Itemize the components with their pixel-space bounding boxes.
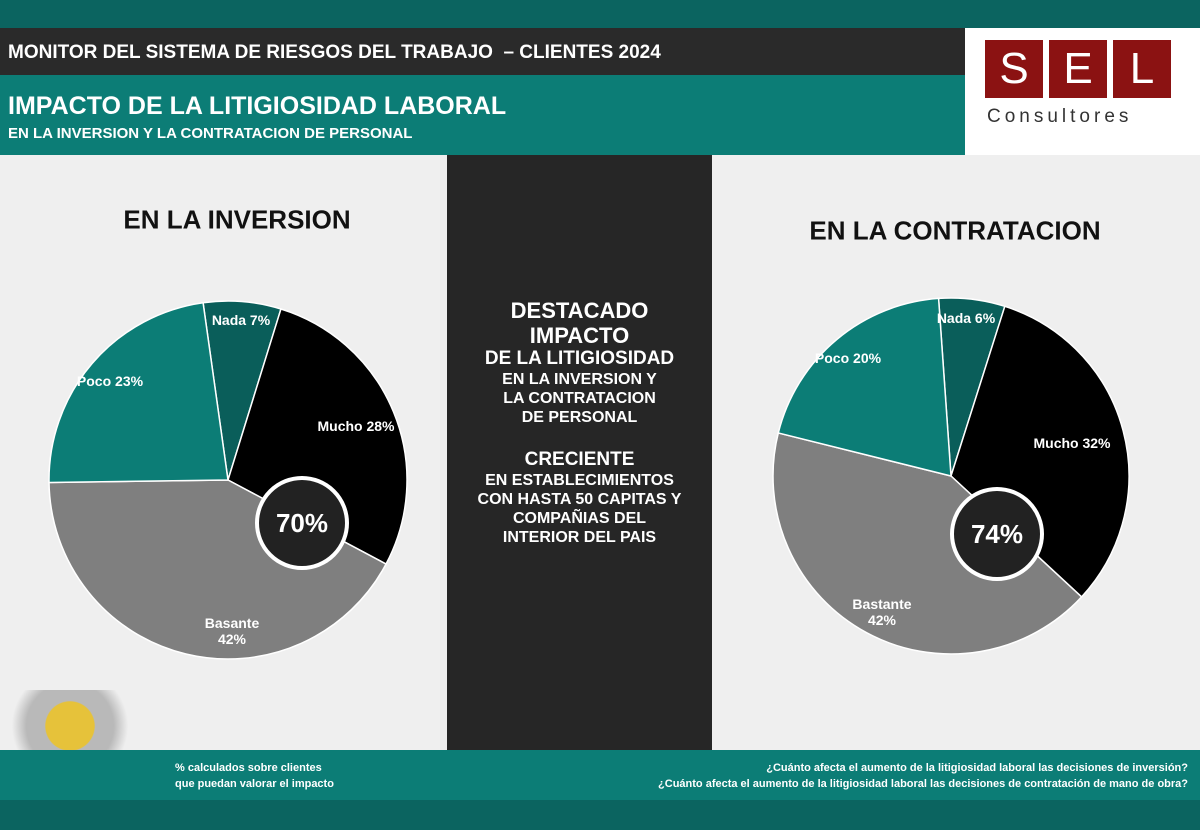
footer-image [10, 690, 160, 750]
question: ¿Cuánto afecta el aumento de la litigios… [658, 778, 1188, 790]
bottom-bar [0, 800, 1200, 830]
center-line: EN LA INVERSION Y [502, 371, 657, 388]
center-line: LA CONTRATACION [503, 390, 656, 407]
note-line: que puedan valorar el impacto [175, 778, 334, 790]
center-circle [950, 487, 1044, 581]
slice-label: Nada 7% [211, 312, 271, 328]
header-bar [0, 28, 965, 75]
subtitle-2: EN LA INVERSION Y LA CONTRATACION DE PER… [8, 125, 413, 142]
center-circle [255, 476, 349, 570]
center-label: 74% [971, 519, 1023, 549]
pie-slice [772, 432, 1083, 655]
logo-letter: E [1049, 40, 1107, 98]
center-text: DESTACADO IMPACTO DE LA LITIGIOSIDAD EN LA … [447, 298, 712, 547]
footer-bar [0, 750, 1200, 800]
slice-label: Basante 42% [204, 615, 260, 647]
slice-label: Bastante 42% [852, 596, 912, 628]
slice-label: Nada 6% [936, 310, 996, 326]
slice-label: Poco 23% [76, 373, 144, 389]
pie-slice [950, 305, 1130, 599]
center-panel [447, 155, 712, 750]
slice-label: Mucho 28% [317, 418, 395, 434]
chart-title: EN LA CONTRATACION [809, 215, 1101, 246]
subheader-bar [0, 75, 965, 155]
slice-label: Mucho 32% [1033, 435, 1111, 451]
logo-letter: L [1113, 40, 1171, 98]
question: ¿Cuánto afecta el aumento de la litigios… [766, 762, 1188, 774]
note-line: % calculados sobre clientes [175, 762, 322, 774]
footer-questions: ¿Cuánto afecta el aumento de la litigios… [658, 760, 1188, 792]
center-line: CRECIENTE [524, 449, 635, 470]
center-line: DE PERSONAL [521, 409, 638, 426]
center-line: IMPACTO [529, 323, 630, 348]
header-title: MONITOR DEL SISTEMA DE RIESGOS DEL TRABA… [8, 42, 661, 63]
logo-letter: S [985, 40, 1043, 98]
logo-text: Consultores [987, 106, 1133, 127]
slice-label: Poco 20% [814, 350, 882, 366]
footer-note: % calculados sobre clientes que puedan va… [175, 760, 334, 792]
center-line: DESTACADO [510, 298, 649, 323]
center-label: 70% [276, 508, 328, 538]
pie-slice [777, 297, 952, 477]
pie-slice [48, 301, 229, 484]
center-line: DE LA LITIGIOSIDAD [484, 348, 675, 369]
center-line: CON HASTA 50 CAPITAS Y [477, 491, 682, 508]
center-line: EN ESTABLECIMIENTOS [485, 472, 674, 489]
center-line: COMPAÑIAS DEL [512, 510, 647, 527]
chart-title: EN LA INVERSION [123, 204, 351, 235]
center-line: INTERIOR DEL PAIS [502, 529, 657, 546]
top-bar [0, 0, 1200, 28]
subtitle: IMPACTO DE LA LITIGIOSIDAD LABORAL [8, 92, 507, 120]
